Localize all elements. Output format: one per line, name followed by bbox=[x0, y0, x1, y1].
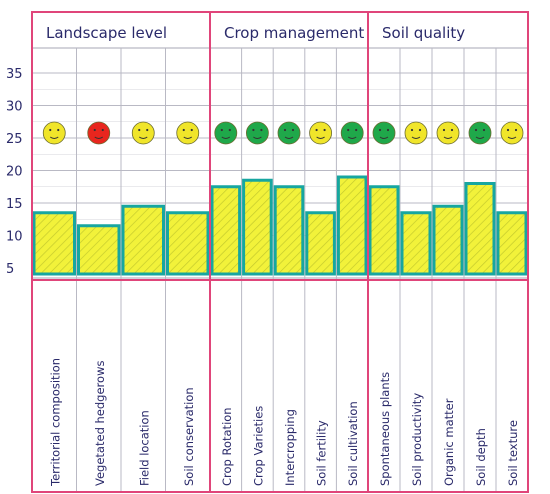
green-face-icon bbox=[245, 121, 269, 145]
bar-hatch bbox=[466, 183, 494, 274]
bar-hatch bbox=[498, 212, 526, 274]
bar-outline bbox=[77, 224, 121, 276]
y-tick-label: 15 bbox=[6, 197, 23, 212]
bar-outline bbox=[496, 211, 528, 276]
bar-hatch bbox=[34, 212, 75, 274]
green-face-icon bbox=[372, 121, 396, 145]
yellow-face-icon bbox=[176, 121, 200, 145]
bar-outline bbox=[368, 185, 400, 276]
category-label: Organic matter bbox=[442, 398, 456, 486]
yellow-face-icon bbox=[404, 121, 428, 145]
category-label: Crop Rotation bbox=[220, 407, 234, 486]
category-labels: Territorial composition Vegetated hedgero… bbox=[48, 358, 520, 487]
bar-hatch bbox=[370, 186, 398, 274]
bar-hatch bbox=[306, 212, 335, 274]
y-tick-label: 30 bbox=[6, 100, 23, 115]
bar-outline bbox=[273, 185, 305, 276]
yellow-face-icon bbox=[42, 121, 66, 145]
outer-frame bbox=[31, 11, 529, 493]
bar-outline bbox=[210, 185, 242, 276]
y-tick-label: 35 bbox=[6, 67, 23, 82]
category-label: Crop Varieties bbox=[251, 406, 265, 486]
faces-layer bbox=[42, 121, 524, 145]
bar-hatch bbox=[434, 206, 462, 274]
bar-hatch bbox=[402, 212, 430, 274]
bar-hatch bbox=[275, 186, 303, 274]
bar-hatch bbox=[78, 225, 119, 274]
y-axis-ticks: 5 10 15 20 25 30 35 bbox=[6, 67, 23, 277]
bar-outline bbox=[242, 178, 273, 276]
yellow-face-icon bbox=[131, 121, 155, 145]
y-tick-label: 20 bbox=[6, 165, 23, 180]
bar-hatch bbox=[123, 206, 164, 274]
green-face-icon bbox=[468, 121, 492, 145]
bar-outline bbox=[305, 211, 336, 276]
category-label: Soil fertility bbox=[315, 420, 329, 486]
group-title: Soil quality bbox=[382, 24, 465, 42]
y-tick-label: 10 bbox=[6, 230, 23, 245]
category-label: Territorial composition bbox=[48, 358, 62, 487]
bar-hatch bbox=[338, 177, 366, 274]
category-label: Soil depth bbox=[474, 428, 488, 486]
y-tick-label: 5 bbox=[6, 262, 14, 277]
group-title: Crop management bbox=[224, 24, 364, 42]
category-label: Soil productivity bbox=[410, 393, 424, 486]
category-label: Soil cultivation bbox=[346, 401, 360, 486]
bar-outline bbox=[464, 182, 496, 276]
y-tick-label: 25 bbox=[6, 132, 23, 147]
category-label: Soil conservation bbox=[182, 387, 196, 486]
bar-outline bbox=[121, 204, 165, 276]
bar-outline bbox=[336, 175, 368, 276]
category-label: Field location bbox=[137, 410, 151, 486]
bar-hatch bbox=[212, 186, 240, 274]
bar-outline bbox=[400, 211, 432, 276]
bar-hatch bbox=[243, 180, 272, 274]
green-face-icon bbox=[214, 121, 238, 145]
frame-layer bbox=[31, 11, 529, 493]
bars-layer bbox=[32, 175, 528, 276]
green-face-icon bbox=[277, 121, 301, 145]
yellow-face-icon bbox=[309, 121, 333, 145]
group-titles: Landscape level Crop management Soil quali… bbox=[46, 24, 465, 42]
grid-layer bbox=[32, 47, 529, 492]
group-title: Landscape level bbox=[46, 24, 167, 42]
yellow-face-icon bbox=[500, 121, 524, 145]
green-face-icon bbox=[340, 121, 364, 145]
category-label: Spontaneous plants bbox=[378, 372, 392, 486]
bar-outline bbox=[32, 211, 76, 276]
bar-outline bbox=[166, 211, 210, 276]
category-label: Vegetated hedgerows bbox=[93, 361, 107, 486]
bar-outline bbox=[432, 204, 464, 276]
category-label: Soil texture bbox=[506, 420, 520, 486]
category-label: Intercropping bbox=[283, 409, 297, 486]
red-face-icon bbox=[87, 121, 111, 145]
bar-hatch bbox=[167, 212, 208, 274]
yellow-face-icon bbox=[436, 121, 460, 145]
